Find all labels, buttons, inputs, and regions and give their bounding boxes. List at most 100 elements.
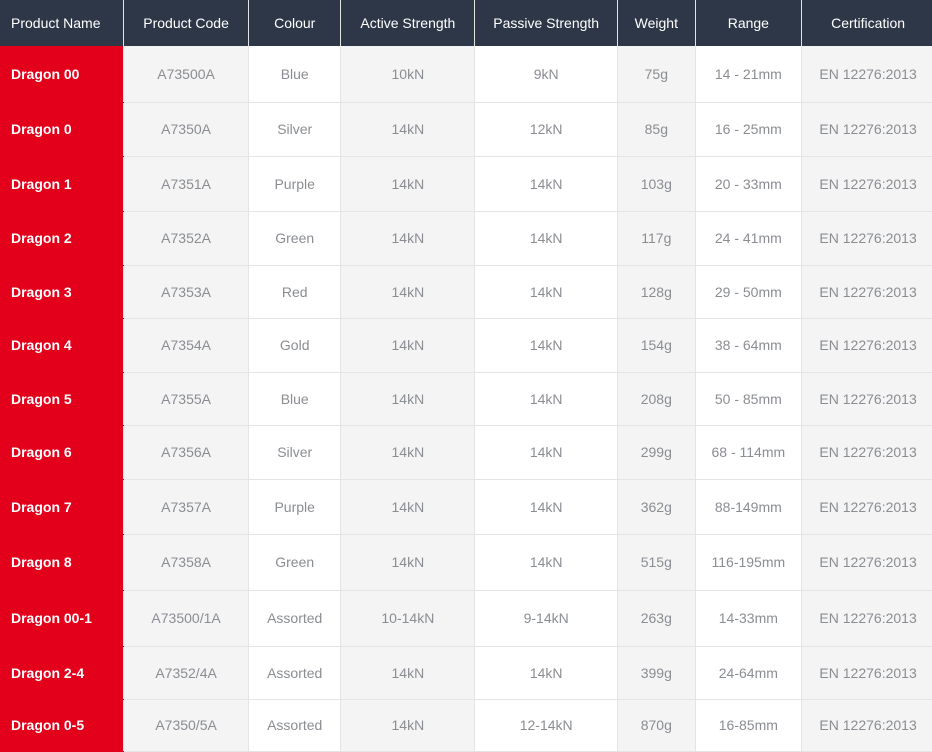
table-cell: EN 12276:2013 — [801, 102, 932, 157]
table-cell: 10kN — [340, 46, 476, 103]
table-cell: Blue — [248, 46, 342, 103]
table-cell: EN 12276:2013 — [801, 646, 932, 700]
table-cell: A7350/5A — [123, 699, 249, 752]
table-row: Dragon 7 A7357A Purple 14kN 14kN 362g 88-149mm… — [0, 479, 932, 535]
table-cell: A7350A — [123, 102, 249, 157]
table-cell: 14kN — [340, 646, 476, 700]
table-cell: 14kN — [340, 211, 476, 266]
table-row: Dragon 00-1 A73500/1A Assorted 10-14kN 9-14k… — [0, 590, 932, 647]
table-cell: A7352A — [123, 211, 249, 266]
table-cell: Purple — [248, 479, 342, 535]
table-cell: EN 12276:2013 — [801, 699, 932, 752]
table-cell: 9-14kN — [474, 590, 619, 647]
product-name-cell: Dragon 3 — [0, 265, 125, 319]
column-header: Certification — [801, 0, 932, 46]
table-row: Dragon 4 A7354A Gold 14kN 14kN 154g 38 - 64mm E… — [0, 318, 932, 373]
table-cell: 14kN — [340, 372, 476, 426]
product-name-cell: Dragon 0 — [0, 102, 125, 157]
table-cell: 14kN — [474, 318, 619, 373]
table-cell: 68 - 114mm — [695, 425, 803, 480]
table-cell: Green — [248, 534, 342, 591]
table-cell: Assorted — [248, 699, 342, 752]
product-name-cell: Dragon 8 — [0, 534, 125, 591]
column-header: Product Name — [0, 0, 125, 46]
table-cell: 14kN — [340, 318, 476, 373]
table-cell: EN 12276:2013 — [801, 479, 932, 535]
table-cell: 12-14kN — [474, 699, 619, 752]
table-cell: 103g — [617, 156, 696, 212]
table-row: Dragon 5 A7355A Blue 14kN 14kN 208g 50 - 85mm E… — [0, 372, 932, 426]
table-cell: Purple — [248, 156, 342, 212]
product-name-cell: Dragon 00 — [0, 46, 125, 103]
table-cell: Green — [248, 211, 342, 266]
table-cell: 117g — [617, 211, 696, 266]
table-cell: Blue — [248, 372, 342, 426]
table-cell: 50 - 85mm — [695, 372, 803, 426]
table-row: Dragon 1 A7351A Purple 14kN 14kN 103g 20 - 33m… — [0, 156, 932, 212]
column-header: Passive Strength — [474, 0, 619, 46]
table-cell: A7352/4A — [123, 646, 249, 700]
table-cell: A7358A — [123, 534, 249, 591]
table-cell: 20 - 33mm — [695, 156, 803, 212]
table-cell: 24-64mm — [695, 646, 803, 700]
table-cell: A7357A — [123, 479, 249, 535]
column-header: Active Strength — [340, 0, 476, 46]
table-cell: Assorted — [248, 646, 342, 700]
table-row: Dragon 0 A7350A Silver 14kN 12kN 85g 16 - 25mm… — [0, 102, 932, 157]
table-row: Dragon 8 A7358A Green 14kN 14kN 515g 116-195mm… — [0, 534, 932, 591]
table-row: Dragon 6 A7356A Silver 14kN 14kN 299g 68 - 114… — [0, 425, 932, 480]
table-cell: 515g — [617, 534, 696, 591]
table-cell: 116-195mm — [695, 534, 803, 591]
product-name-cell: Dragon 7 — [0, 479, 125, 535]
table-cell: EN 12276:2013 — [801, 265, 932, 319]
table-cell: 38 - 64mm — [695, 318, 803, 373]
table-cell: 208g — [617, 372, 696, 426]
table-cell: 14kN — [340, 156, 476, 212]
product-name-cell: Dragon 5 — [0, 372, 125, 426]
table-cell: 75g — [617, 46, 696, 103]
table-cell: A7353A — [123, 265, 249, 319]
table-cell: 85g — [617, 102, 696, 157]
product-name-cell: Dragon 0-5 — [0, 699, 125, 752]
table-cell: 14kN — [340, 699, 476, 752]
table-cell: 870g — [617, 699, 696, 752]
table-cell: 14kN — [474, 534, 619, 591]
table-cell: A7356A — [123, 425, 249, 480]
column-header: Range — [695, 0, 803, 46]
table-cell: 14kN — [340, 425, 476, 480]
table-cell: EN 12276:2013 — [801, 590, 932, 647]
table-cell: Assorted — [248, 590, 342, 647]
table-cell: 14kN — [474, 425, 619, 480]
table-cell: A73500/1A — [123, 590, 249, 647]
product-name-cell: Dragon 1 — [0, 156, 125, 212]
product-name-cell: Dragon 6 — [0, 425, 125, 480]
table-cell: A73500A — [123, 46, 249, 103]
table-row: Dragon 00 A73500A Blue 10kN 9kN 75g 14 - 21mm E… — [0, 46, 932, 103]
table-cell: 88-149mm — [695, 479, 803, 535]
table-cell: 9kN — [474, 46, 619, 103]
table-cell: 14kN — [340, 479, 476, 535]
table-cell: 14 - 21mm — [695, 46, 803, 103]
table-cell: A7355A — [123, 372, 249, 426]
column-header: Colour — [248, 0, 342, 46]
table-row: Dragon 3 A7353A Red 14kN 14kN 128g 29 - 50mm EN… — [0, 265, 932, 319]
table-cell: 14kN — [474, 211, 619, 266]
header-row: Product Name Product Code Colour Active Str… — [0, 0, 932, 46]
table-cell: Red — [248, 265, 342, 319]
table-cell: 299g — [617, 425, 696, 480]
table-row: Dragon 2-4 A7352/4A Assorted 14kN 14kN 399g 24… — [0, 646, 932, 700]
table-cell: 14kN — [474, 156, 619, 212]
table-cell: 24 - 41mm — [695, 211, 803, 266]
table-cell: 10-14kN — [340, 590, 476, 647]
table-row: Dragon 0-5 A7350/5A Assorted 14kN 12-14kN 870… — [0, 699, 932, 752]
product-name-cell: Dragon 4 — [0, 318, 125, 373]
table-cell: 16 - 25mm — [695, 102, 803, 157]
table-cell: EN 12276:2013 — [801, 156, 932, 212]
table-cell: Silver — [248, 425, 342, 480]
column-header: Weight — [617, 0, 696, 46]
table-cell: EN 12276:2013 — [801, 46, 932, 103]
table-cell: 14kN — [474, 372, 619, 426]
table-cell: EN 12276:2013 — [801, 211, 932, 266]
table-cell: 29 - 50mm — [695, 265, 803, 319]
